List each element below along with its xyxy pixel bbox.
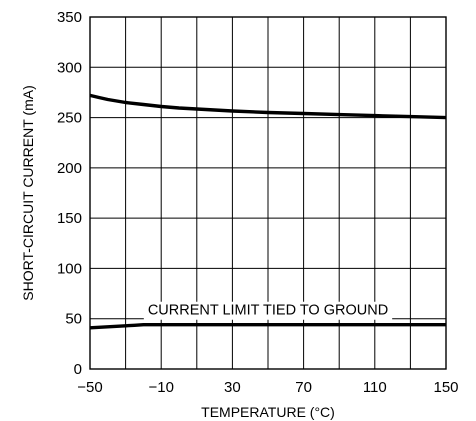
y-tick-label: 150 [57,210,82,227]
y-tick-label: 50 [65,311,82,328]
x-tick-label: 70 [295,379,312,396]
x-tick-label: −10 [148,379,173,396]
plot-frame [89,16,447,370]
y-tick-label: 100 [57,260,82,277]
y-tick-labels: 0 50 100 150 200 250 300 350 [57,9,82,378]
series-line-1 [89,93,447,120]
x-tick-label: 110 [363,379,387,396]
annotation-background [143,301,393,320]
y-tick-label: 250 [57,110,82,127]
y-axis-label: SHORT-CIRCUIT CURRENT (mA) [20,85,36,300]
y-tick-label: 0 [74,361,82,378]
series-line-2 [89,323,446,330]
x-tick-label: −50 [77,379,102,396]
x-tick-labels: −50 −10 30 70 110 150 [77,379,458,396]
x-axis-label: TEMPERATURE (°C) [201,404,335,420]
annotations: CURRENT LIMIT TIED TO GROUND [143,301,393,320]
x-tick-label: 30 [224,379,241,396]
x-tick-label: 150 [433,379,458,396]
y-tick-label: 350 [57,9,82,26]
series-group [89,93,447,330]
y-tick-label: 300 [57,59,82,76]
annotation-label: CURRENT LIMIT TIED TO GROUND [148,303,388,319]
y-tick-label: 200 [57,160,82,177]
